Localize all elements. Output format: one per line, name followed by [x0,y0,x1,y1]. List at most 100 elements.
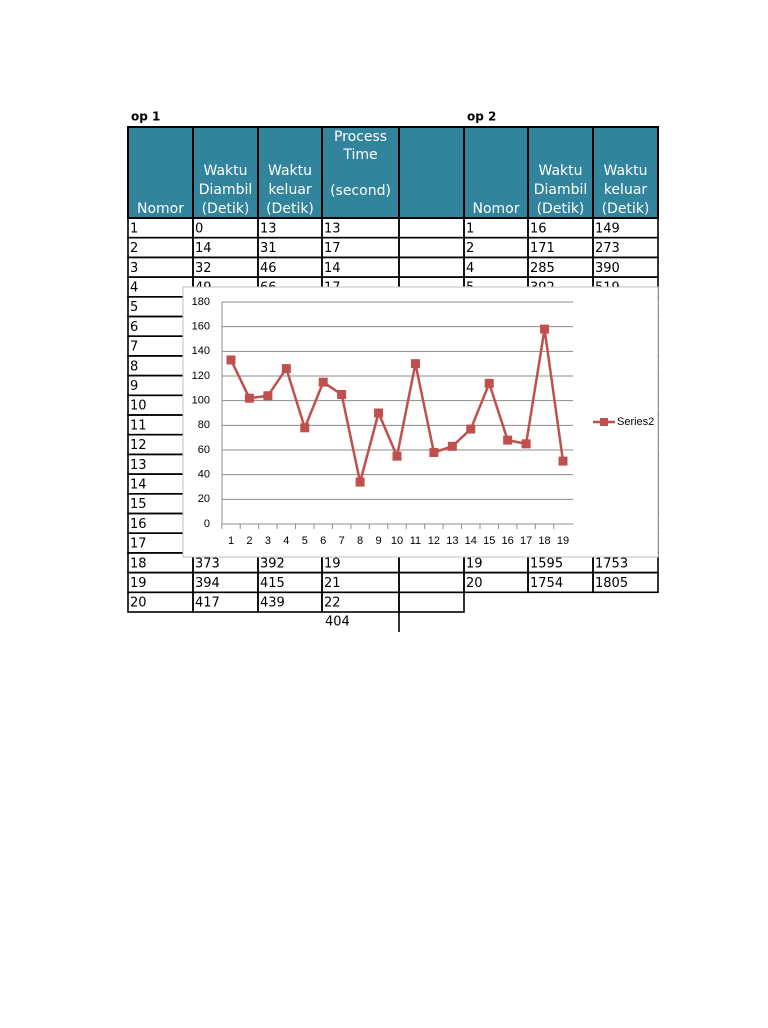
x-tick-label: 12 [428,535,440,547]
marker [337,390,347,399]
header-cell [592,126,659,219]
cell-text: 21 [324,576,341,591]
cell-text: 15 [130,497,147,512]
op1-label: op 1 [131,110,160,124]
cell-text: 16 [530,221,547,236]
marker [429,447,439,457]
legend-label: Series2 [617,416,654,428]
cell-text: 17 [324,241,341,256]
cell-text: 19 [324,556,341,571]
cell-text: 1 [130,221,138,236]
marker [226,355,236,365]
header-text: Time [342,147,377,163]
header-text: Waktu [268,163,312,179]
y-tick-label: 40 [198,469,210,481]
x-tick-label: 18 [538,535,550,547]
marker [447,441,457,451]
header-text: keluar [604,182,648,198]
cell-text: 2 [130,241,138,256]
header-cell [527,126,594,219]
cell-text: 4 [130,280,138,295]
y-tick-label: 120 [192,370,210,382]
cell-text: 20 [130,596,147,611]
x-tick-label: 8 [357,535,363,547]
cell-text: 16 [130,517,147,532]
x-tick-label: 6 [320,535,326,547]
header-text: Diambil [534,182,588,198]
cell-text: 4 [466,261,474,276]
marker [484,378,494,388]
marker [355,477,365,487]
cell-text: 439 [260,596,285,611]
x-tick-label: 19 [557,535,569,547]
cell-text: 285 [530,261,555,276]
y-tick-label: 180 [192,296,210,308]
cell-text: 13 [324,221,341,236]
x-tick-label: 4 [283,535,289,547]
legend-marker [600,418,608,426]
cell-text: 2 [466,241,474,256]
header-text: Waktu [604,163,648,179]
cell-text: 17 [130,537,147,552]
chart-area [182,286,659,558]
marker [466,424,476,434]
x-tick-label: 9 [375,535,381,547]
cell-text: 14 [195,241,212,256]
x-tick-label: 1 [228,535,234,547]
cell-text: 19 [466,556,483,571]
x-tick-label: 7 [339,535,345,547]
cell-text: 20 [466,576,483,591]
cell-text: 11 [130,418,147,433]
marker [281,364,291,374]
header-text: (Detik) [202,201,250,217]
x-tick-label: 17 [520,535,532,547]
cell-text: 373 [195,556,220,571]
cell-text: 3 [130,261,138,276]
header-text: (Detik) [537,201,585,217]
cell-text: 7 [130,340,138,355]
header-cell [321,126,400,219]
header-cell [398,126,465,219]
x-tick-label: 13 [446,535,458,547]
cell-text: 13 [260,221,277,236]
header-text: Nomor [137,201,184,217]
marker [374,408,384,418]
header-text: (second) [330,183,391,199]
header-text: keluar [268,182,312,198]
cell-text: 46 [260,261,277,276]
header-cell [463,126,529,219]
cell-text: 415 [260,576,285,591]
y-tick-label: 0 [204,518,210,530]
header-text: Diambil [199,182,253,198]
cell-text: 14 [324,261,341,276]
cell-text: 149 [595,221,620,236]
cell [398,591,465,613]
cell-text: 32 [195,261,212,276]
header-text: Nomor [473,201,520,217]
cell-text: 8 [130,359,138,374]
cell-text: 1 [466,221,474,236]
cell-text: 0 [195,221,203,236]
marker [300,423,310,433]
marker [263,391,273,401]
cell-text: 394 [195,576,220,591]
y-tick-label: 80 [198,419,210,431]
cell-text: 1595 [530,556,563,571]
x-tick-label: 15 [483,535,495,547]
header-text: (Detik) [602,201,650,217]
cell-text: 5 [130,300,138,315]
cell-text: 1754 [530,576,563,591]
header-cell [127,126,194,219]
cell-text: 13 [130,458,147,473]
cell-text: 22 [324,596,341,611]
y-tick-label: 160 [192,321,210,333]
marker [558,456,568,466]
cell-text: 31 [260,241,277,256]
y-tick-label: 60 [198,444,210,456]
x-tick-label: 3 [265,535,271,547]
cell-text: 19 [130,576,147,591]
cell-text: 12 [130,438,147,453]
header-text: Waktu [539,163,583,179]
